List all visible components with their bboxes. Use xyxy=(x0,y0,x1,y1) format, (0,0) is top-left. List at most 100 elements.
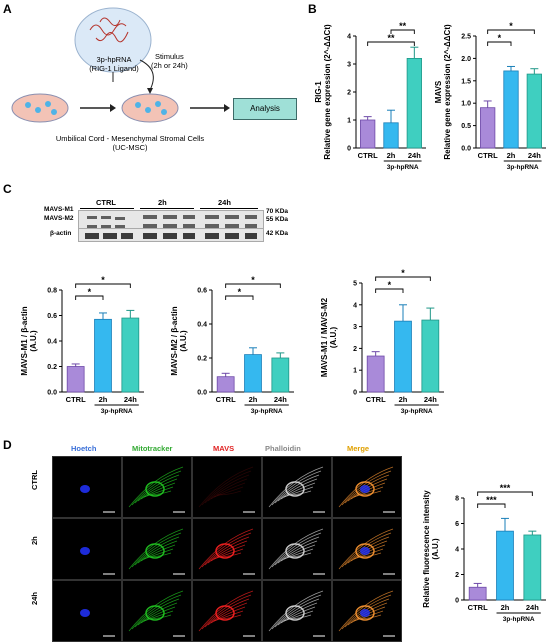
cell-fiber xyxy=(274,598,320,628)
blot-group-ctrl: CTRL xyxy=(96,198,116,207)
micro-image-2h-phalloidin xyxy=(262,518,332,580)
significance-bracket xyxy=(367,41,415,46)
col-mitotracker: Mitotracker xyxy=(132,444,173,453)
blot-group-headers: CTRL 2h 24h xyxy=(80,198,260,210)
y-tick-label: 1 xyxy=(353,368,357,375)
y-axis-label: MAVS-M1 / β-actin(A.U.) xyxy=(20,306,38,375)
cell-fiber xyxy=(204,474,250,504)
micro-image-ctrl-phalloidin xyxy=(262,456,332,518)
perinuclear-signal xyxy=(145,543,165,559)
y-tick-label: 2.0 xyxy=(461,56,471,63)
nucleus xyxy=(80,485,90,493)
micro-image-ctrl-mavs xyxy=(192,456,262,518)
micro-image-content xyxy=(268,590,325,637)
blot-bracket-24h xyxy=(200,208,258,209)
y-tick-label: 4 xyxy=(353,302,357,309)
x-tick-label: CTRL xyxy=(366,395,386,404)
row-24h: 24h xyxy=(30,592,39,605)
cell-fiber xyxy=(210,606,246,624)
cell-fiber xyxy=(131,470,182,506)
cell-fiber xyxy=(207,478,248,502)
bar-ctrl xyxy=(468,586,487,601)
cell-fiber xyxy=(198,466,254,508)
micro-grid xyxy=(52,456,404,642)
x-tick-label: 24h xyxy=(528,151,541,160)
significance-bracket xyxy=(75,295,104,300)
y-tick-label: 2.5 xyxy=(461,34,471,41)
significance-label: * xyxy=(238,287,242,297)
significance-bracket xyxy=(225,283,281,288)
cell-fiber xyxy=(201,532,252,568)
micro-column-headers: Hoetch Mitotracker MAVS Phalloidin Merge xyxy=(55,444,405,456)
significance-bracket xyxy=(225,295,254,300)
significance-bracket xyxy=(477,503,506,508)
x-tick-label: 24h xyxy=(526,603,539,612)
bar-24h xyxy=(526,73,542,149)
perinuclear-signal xyxy=(145,481,165,497)
y-tick-label: 6 xyxy=(455,521,459,528)
cell-fiber xyxy=(204,536,250,566)
x-tick-label: 2h xyxy=(507,151,516,160)
cell-fiber xyxy=(213,610,244,622)
significance-bracket xyxy=(390,29,415,34)
micro-image-content xyxy=(80,485,115,513)
fluorescence-chart: 0 2 4 6 8 MAVSRelative fluorescence intensity… xyxy=(420,483,546,623)
ligand-desc: (RIG-1 Ligand) xyxy=(89,64,139,73)
group-label: 3p-hpRNA xyxy=(401,408,433,415)
group-label: 3p-hpRNA xyxy=(387,164,419,171)
micro-image-2h-mavs xyxy=(192,518,262,580)
cell-fiber xyxy=(274,474,320,504)
micro-image-content xyxy=(338,466,395,513)
y-tick-label: 0.6 xyxy=(197,288,207,295)
micro-image-content xyxy=(338,528,395,575)
significance-bracket xyxy=(75,283,131,288)
micro-image-ctrl-merge xyxy=(332,456,402,518)
group-label: 3p-hpRNA xyxy=(507,164,539,171)
micro-image-24h-merge xyxy=(332,580,402,642)
micro-image-content xyxy=(128,528,185,575)
y-tick-label: 1.5 xyxy=(461,78,471,85)
stimulus-time: (2h or 24h) xyxy=(151,61,188,70)
cell-fiber xyxy=(283,610,314,622)
cell-fiber xyxy=(140,482,176,500)
y-tick-label: 4 xyxy=(455,547,459,554)
bar-2h xyxy=(503,70,519,149)
micro-image-content xyxy=(198,528,255,575)
blot-label-actin: β-actin xyxy=(50,230,72,237)
x-tick-label: 2h xyxy=(249,395,258,404)
x-tick-label: CTRL xyxy=(66,395,86,404)
y-tick-label: 2 xyxy=(353,346,357,353)
micro-image-content xyxy=(80,609,115,637)
stimulus-label: Stimulus (2h or 24h) xyxy=(151,52,188,70)
significance-bracket xyxy=(375,288,404,293)
significance-label: ** xyxy=(399,21,407,31)
micro-image-content xyxy=(268,528,325,575)
x-tick-label: 24h xyxy=(124,395,137,404)
cells-label: Umbilical Cord - Mesenchymal Stromal Cel… xyxy=(20,134,240,152)
y-tick-label: 1.0 xyxy=(461,101,471,108)
cell-fiber xyxy=(283,548,314,560)
cell-fiber xyxy=(341,532,392,568)
micro-image-24h-hoetch xyxy=(52,580,122,642)
significance-label: * xyxy=(509,21,513,31)
cell-fiber xyxy=(143,486,174,498)
y-tick-label: 0.0 xyxy=(47,390,57,397)
blot-size-55: 55 KDa xyxy=(266,216,289,223)
col-mavs: MAVS xyxy=(213,444,235,453)
bar-ctrl xyxy=(366,355,385,393)
bar-24h xyxy=(121,317,140,393)
bar-2h xyxy=(244,354,262,393)
panel-label-d: D xyxy=(3,438,12,452)
cell-fiber xyxy=(216,490,242,496)
y-tick-label: 0 xyxy=(347,146,351,153)
y-tick-label: 0 xyxy=(353,390,357,397)
significance-label: *** xyxy=(500,483,511,493)
perinuclear-signal xyxy=(285,605,305,621)
x-tick-label: 24h xyxy=(274,395,287,404)
perinuclear-signal xyxy=(285,543,305,559)
significance-bracket xyxy=(375,276,431,281)
mavs-m2-chart: 0.0 0.2 0.4 0.6 MAVS-M2 / β-actin(A.U.) CTRL 2… xyxy=(170,275,294,415)
panel-label-b: B xyxy=(308,2,317,16)
y-tick-label: 3 xyxy=(353,324,357,331)
cell-fiber xyxy=(274,536,320,566)
